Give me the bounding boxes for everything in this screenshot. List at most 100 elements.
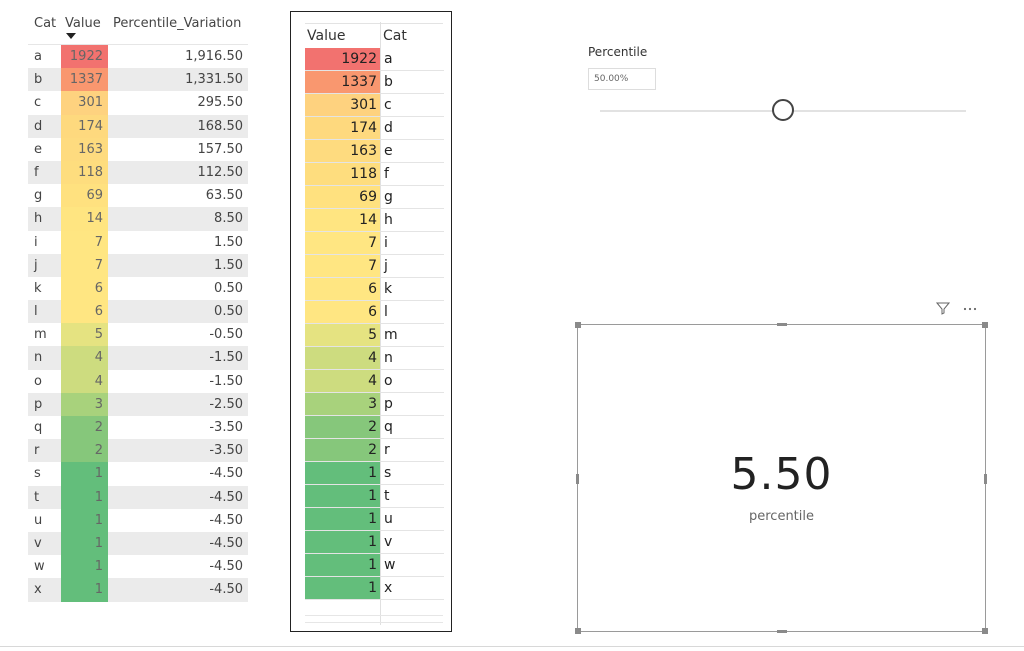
cell-percentile-variation: 1.50: [214, 257, 243, 273]
table-row[interactable]: 174 d: [305, 117, 444, 140]
table-row[interactable]: k 6 0.50: [28, 276, 248, 301]
cell-value: 14: [61, 207, 108, 231]
table-row[interactable]: g 69 63.50: [28, 184, 248, 208]
cell-cat: f: [384, 166, 389, 182]
table-row[interactable]: 1922 a: [305, 48, 444, 71]
table-row[interactable]: w 1 -4.50: [28, 555, 248, 579]
resize-handle-bottom[interactable]: [777, 630, 787, 633]
table-row[interactable]: 118 f: [305, 163, 444, 186]
cell-cat: f: [34, 164, 39, 180]
cell-cat: h: [34, 211, 43, 227]
cell-percentile-variation: -1.50: [209, 373, 243, 389]
column-header-percentile-variation[interactable]: Percentile_Variation: [113, 16, 242, 31]
cell-percentile-variation: -2.50: [209, 396, 243, 412]
table-row[interactable]: 14 h: [305, 209, 444, 232]
cell-cat: q: [384, 419, 393, 435]
cell-value: 7: [61, 253, 108, 277]
percentile-slider-thumb[interactable]: [772, 99, 794, 121]
cell-cat: c: [384, 97, 392, 113]
column-header-value[interactable]: Value: [65, 16, 101, 31]
cell-value: 163: [61, 137, 108, 161]
resize-handle-top-left[interactable]: [575, 322, 581, 328]
table-row[interactable]: b 1337 1,331.50: [28, 68, 248, 92]
cell-value: 1: [61, 485, 108, 509]
filter-icon[interactable]: [935, 301, 951, 319]
cell-value: 69: [305, 186, 380, 208]
table-row[interactable]: q 2 -3.50: [28, 416, 248, 440]
table-row[interactable]: x 1 -4.50: [28, 578, 248, 602]
table-row[interactable]: d 174 168.50: [28, 114, 248, 138]
sort-descending-icon[interactable]: [66, 33, 76, 39]
more-options-icon[interactable]: [962, 301, 978, 319]
table-row[interactable]: e 163 157.50: [28, 137, 248, 161]
cell-cat: o: [384, 373, 393, 389]
table-row[interactable]: s 1 -4.50: [28, 462, 248, 486]
cell-value: 1: [305, 508, 380, 530]
cell-value: 5: [61, 323, 108, 347]
percentile-card[interactable]: 5.50 percentile: [575, 322, 988, 634]
table-row[interactable]: c 301 295.50: [28, 91, 248, 115]
table-row[interactable]: r 2 -3.50: [28, 439, 248, 463]
cell-cat: n: [34, 350, 43, 366]
table-row[interactable]: m 5 -0.50: [28, 323, 248, 347]
table-row[interactable]: 163 e: [305, 140, 444, 163]
table-row[interactable]: i 7 1.50: [28, 230, 248, 254]
cell-cat: d: [384, 120, 393, 136]
column-header-cat[interactable]: Cat: [383, 28, 407, 44]
cell-value: 7: [305, 232, 380, 254]
table-row[interactable]: a 1922 1,916.50: [28, 45, 248, 69]
table-row[interactable]: v 1 -4.50: [28, 531, 248, 556]
cell-percentile-variation: 1,916.50: [185, 49, 243, 64]
table-row[interactable]: o 4 -1.50: [28, 369, 248, 393]
table-row[interactable]: j 7 1.50: [28, 253, 248, 277]
table-row[interactable]: 301 c: [305, 94, 444, 117]
table-row[interactable]: h 14 8.50: [28, 207, 248, 231]
cell-cat: n: [384, 350, 393, 366]
resize-handle-top[interactable]: [777, 323, 787, 326]
cell-cat: j: [34, 257, 38, 273]
table-row[interactable]: f 118 112.50: [28, 160, 248, 185]
cell-percentile-variation: 112.50: [197, 164, 244, 180]
footer-rules: [305, 615, 443, 623]
percentile-input[interactable]: 50.00%: [588, 68, 656, 90]
table-row[interactable]: 69 g: [305, 186, 444, 209]
cell-value: 1: [305, 554, 380, 576]
table-body: a 1922 1,916.50 b 1337 1,331.50 c 301 295.50 d 174…: [28, 45, 248, 602]
resize-handle-bottom-right[interactable]: [982, 628, 988, 634]
cell-value: 69: [61, 184, 108, 208]
resize-handle-left[interactable]: [576, 474, 579, 484]
value-cat-table[interactable]: Value Cat 1922 a 1337 b 301 c 174 d 163 e 118 f 69 g 1…: [290, 11, 452, 632]
cell-cat: v: [384, 534, 393, 550]
cell-cat: i: [34, 234, 38, 250]
resize-handle-right[interactable]: [984, 474, 987, 484]
cell-cat: a: [384, 51, 393, 67]
resize-handle-top-right[interactable]: [982, 322, 988, 328]
column-header-cat[interactable]: Cat: [34, 16, 57, 31]
table-row[interactable]: l 6 0.50: [28, 300, 248, 324]
table-row[interactable]: u 1 -4.50: [28, 508, 248, 532]
cell-cat: k: [34, 280, 42, 296]
resize-handle-bottom-left[interactable]: [575, 628, 581, 634]
cell-percentile-variation: 0.50: [214, 304, 243, 320]
table-row[interactable]: p 3 -2.50: [28, 392, 248, 416]
column-header-value[interactable]: Value: [307, 28, 346, 44]
table-row[interactable]: n 4 -1.50: [28, 346, 248, 370]
table-row[interactable]: 1337 b: [305, 71, 444, 94]
table-row[interactable]: t 1 -4.50: [28, 485, 248, 509]
